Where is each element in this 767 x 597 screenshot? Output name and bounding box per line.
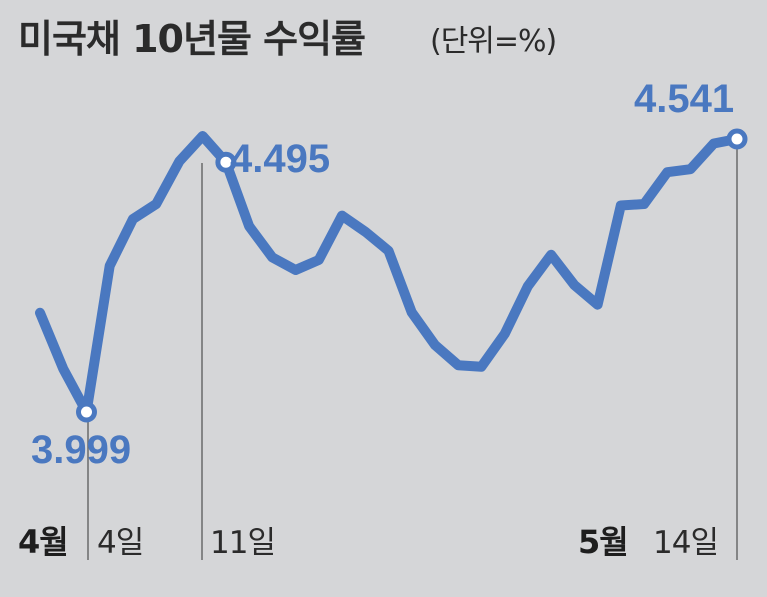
data-label-peak: 4.495 <box>230 137 330 181</box>
highlight-marker-low <box>76 401 97 423</box>
data-label-low: 3.999 <box>31 428 131 472</box>
x-label-end-day: 14일 <box>653 525 718 561</box>
x-label-mid-day: 11일 <box>210 525 275 561</box>
chart-title: 미국채 10년물 수익률 <box>18 17 365 61</box>
x-label-end-month: 5월 <box>578 523 628 561</box>
highlight-marker-peak <box>215 151 237 173</box>
data-label-latest: 4.541 <box>634 77 734 121</box>
x-label-start-day: 4일 <box>97 525 143 561</box>
chart-unit: (단위=%) <box>430 24 556 59</box>
highlight-marker-latest <box>726 128 748 150</box>
series-line <box>35 131 742 417</box>
x-label-start-month: 4월 <box>18 523 68 561</box>
